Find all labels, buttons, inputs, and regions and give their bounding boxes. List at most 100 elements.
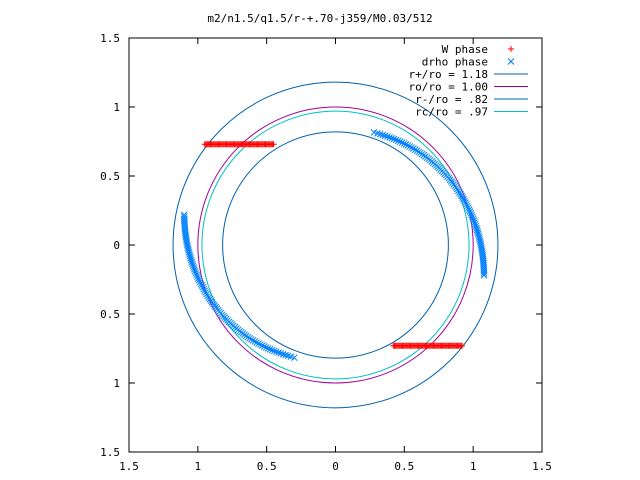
y-tick-label: 1.5 <box>100 32 120 45</box>
drho-phase-point <box>466 208 474 215</box>
drho-phase-point <box>186 250 193 258</box>
drho-phase-point <box>462 199 469 207</box>
drho-phase-point <box>384 133 391 140</box>
drho-phase-point <box>398 139 406 146</box>
drho-phase-point <box>187 254 194 262</box>
drho-phase-point <box>185 249 193 256</box>
drho-phase-point <box>464 204 472 212</box>
legend-label: W phase <box>442 43 488 56</box>
x-tick-label: 1.5 <box>119 460 139 473</box>
drho-phase-point <box>186 252 194 260</box>
drho-phase-point <box>268 346 276 354</box>
drho-phase-point <box>193 271 201 279</box>
drho-phase-point <box>467 209 475 217</box>
drho-phase-point <box>264 345 272 352</box>
drho-phase-point <box>474 230 482 238</box>
drho-phase-point <box>189 260 196 268</box>
drho-phase-point <box>379 131 387 139</box>
drho-phase-point <box>480 269 488 277</box>
drho-phase-point <box>190 264 198 271</box>
drho-phase-point <box>256 341 264 348</box>
drho-phase-point <box>191 267 199 275</box>
drho-phase-point <box>468 211 475 219</box>
drho-phase-point <box>404 142 412 149</box>
drho-phase-point <box>480 271 488 279</box>
drho-phase-point <box>394 137 402 145</box>
drho-phase-point <box>473 224 480 232</box>
drho-phase-point <box>199 283 207 291</box>
drho-phase-point <box>253 339 260 346</box>
drho-phase-point <box>410 145 417 152</box>
drho-phase-point <box>474 228 482 236</box>
drho-phase-point <box>277 350 285 357</box>
drho-phase-point <box>191 266 198 273</box>
drho-phase-point <box>469 215 477 223</box>
drho-phase-point <box>400 140 408 147</box>
drho-phase-point <box>180 211 188 219</box>
y-tick-label: 1 <box>113 101 120 114</box>
drho-phase-point <box>275 349 282 356</box>
drho-phase-point <box>262 344 270 351</box>
drho-phase-point <box>266 345 274 353</box>
drho-phase-point <box>180 213 188 221</box>
drho-phase-point <box>260 343 268 350</box>
drho-phase-point <box>476 238 484 245</box>
y-tick-label: 1 <box>113 377 120 390</box>
legend-label: r+/ro = 1.18 <box>409 68 488 81</box>
drho-phase-point <box>194 275 202 282</box>
drho-phase-point <box>255 340 262 347</box>
drho-phase-point <box>471 219 478 226</box>
drho-phase-point <box>187 256 195 264</box>
radius-circles <box>172 81 499 409</box>
drho-phase-point <box>282 351 289 359</box>
drho-phase-point <box>273 348 280 356</box>
drho-phase-point <box>388 134 396 142</box>
y-axis: 1.5 1 0.5 0 0.5 1 1.5 <box>100 32 542 459</box>
drho-phase-point <box>461 197 468 205</box>
x-tick-label: 0.5 <box>257 460 277 473</box>
drho-phase-point <box>469 213 476 221</box>
chart-title: m2/n1.5/q1.5/r-+.70-j359/M0.03/512 <box>207 12 432 25</box>
x-tick-label: 1 <box>470 460 477 473</box>
circle-rc-ro <box>201 110 470 380</box>
drho-phase-point <box>473 226 481 234</box>
drho-phase-point <box>381 132 389 140</box>
drho-phase-point <box>258 342 266 349</box>
legend-label: ro/ro = 1.00 <box>409 81 488 94</box>
drho-phase-point <box>406 143 414 150</box>
legend-label: r-/ro = .82 <box>415 93 488 106</box>
drho-phase-point <box>195 276 203 284</box>
drho-phase-point <box>196 278 204 286</box>
legend-marker-sample <box>508 46 514 52</box>
drho-phase-point <box>192 269 200 277</box>
x-tick-label: 0 <box>332 460 339 473</box>
drho-phase-point <box>475 232 483 240</box>
drho-phase-point <box>270 347 278 355</box>
w-phase-point <box>459 342 466 349</box>
drho-phase-point <box>460 195 467 203</box>
legend-label: drho phase <box>422 56 488 69</box>
w-phase-point <box>270 141 277 148</box>
drho-phase-point <box>471 220 479 228</box>
drho-phase-point <box>475 234 483 241</box>
circle-ro-ro <box>197 106 474 384</box>
drho-phase-point <box>408 144 415 151</box>
x-tick-label: 0.5 <box>394 460 414 473</box>
drho-phase-point <box>251 338 259 345</box>
drho-phase-point <box>390 135 398 143</box>
drho-phase-point <box>402 141 410 148</box>
drho-phase-point <box>200 285 208 293</box>
data-points <box>180 129 488 361</box>
drho-phase-point <box>386 134 394 141</box>
y-tick-label: 1.5 <box>100 446 120 459</box>
drho-phase-point <box>201 287 208 295</box>
drho-phase-point <box>464 202 471 210</box>
circle-r-ro <box>222 131 449 359</box>
x-axis: 1.5 1 0.5 0 0.5 1 1.5 <box>119 38 552 473</box>
drho-phase-point <box>185 247 192 254</box>
legend-marker-sample <box>507 58 515 65</box>
drho-phase-point <box>470 217 478 224</box>
drho-phase-point <box>189 262 197 270</box>
